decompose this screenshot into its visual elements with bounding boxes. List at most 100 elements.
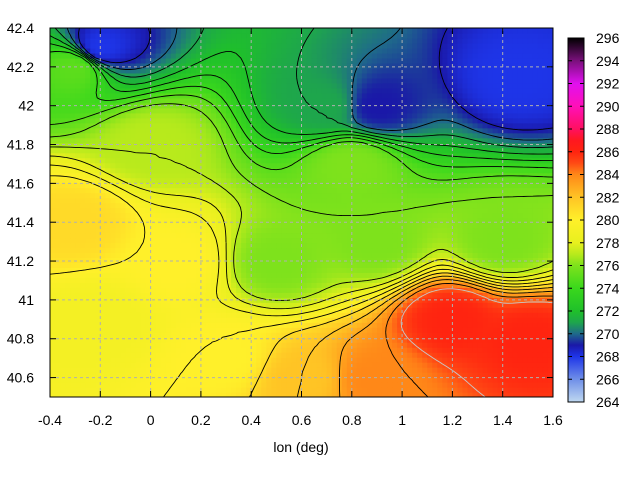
heatmap-cell [105, 367, 111, 373]
heatmap-cell [135, 257, 142, 263]
heatmap-cell [130, 362, 137, 368]
heatmap-cell [226, 342, 232, 348]
heatmap-cell [422, 222, 428, 229]
heatmap-cell [387, 182, 393, 189]
heatmap-cell [150, 332, 157, 338]
heatmap-cell [492, 167, 499, 174]
heatmap-cell [402, 347, 408, 353]
heatmap-cell [296, 367, 303, 373]
heatmap-cell [407, 297, 413, 303]
heatmap-cell [271, 212, 277, 219]
heatmap-cell [507, 257, 514, 263]
heatmap-cell [70, 317, 76, 323]
heatmap-cell [110, 167, 116, 174]
heatmap-cell [165, 292, 172, 298]
heatmap-cell [85, 392, 91, 397]
heatmap-cell [105, 247, 111, 253]
heatmap-cell [115, 342, 122, 348]
heatmap-cell [442, 212, 448, 219]
heatmap-cell [85, 212, 91, 219]
heatmap-cell [442, 182, 448, 189]
heatmap-cell [55, 357, 61, 363]
heatmap-cell [457, 182, 464, 189]
heatmap-cell [236, 162, 242, 169]
heatmap-cell [517, 292, 524, 298]
heatmap-cell [276, 182, 282, 189]
heatmap-cell [437, 322, 443, 328]
heatmap-cell [155, 372, 162, 378]
heatmap-cell [427, 237, 433, 244]
heatmap-cell [281, 252, 288, 258]
heatmap-cell [180, 292, 187, 298]
heatmap-cell [70, 327, 76, 333]
heatmap-cell [427, 282, 433, 288]
heatmap-cell [361, 267, 368, 273]
heatmap-cell [135, 157, 142, 164]
heatmap-cell [190, 322, 197, 328]
heatmap-cell [95, 357, 101, 363]
heatmap-cell [492, 367, 499, 373]
heatmap-cell [75, 272, 81, 278]
heatmap-cell [236, 362, 242, 368]
heatmap-cell [135, 382, 142, 388]
heatmap-cell [407, 327, 413, 333]
heatmap-cell [281, 202, 288, 209]
heatmap-cell [115, 232, 122, 239]
heatmap-cell [442, 357, 448, 363]
heatmap-cell [90, 207, 96, 214]
heatmap-cell [261, 307, 267, 313]
heatmap-cell [366, 207, 373, 214]
heatmap-cell [125, 217, 132, 224]
heatmap-cell [231, 282, 237, 288]
heatmap-cell [291, 167, 298, 174]
heatmap-cell [110, 177, 116, 184]
heatmap-cell [547, 292, 553, 298]
heatmap-cell [507, 217, 514, 224]
heatmap-cell [160, 287, 167, 293]
heatmap-cell [361, 307, 368, 313]
heatmap-cell [291, 262, 298, 268]
heatmap-cell [125, 212, 132, 219]
heatmap-cell [210, 192, 217, 199]
heatmap-cell [502, 382, 509, 388]
heatmap-cell [321, 237, 328, 244]
heatmap-cell [547, 352, 553, 358]
heatmap-cell [140, 352, 147, 358]
heatmap-cell [512, 242, 519, 249]
heatmap-cell [165, 212, 172, 219]
heatmap-cell [281, 227, 288, 234]
heatmap-cell [427, 172, 433, 179]
heatmap-cell [60, 342, 66, 348]
heatmap-cell [517, 162, 524, 169]
heatmap-cell [150, 292, 157, 298]
heatmap-cell [115, 227, 122, 234]
heatmap-cell [296, 182, 303, 189]
heatmap-cell [547, 237, 553, 244]
heatmap-cell [507, 232, 514, 239]
heatmap-cell [351, 362, 358, 368]
heatmap-cell [160, 162, 167, 169]
heatmap-cell [281, 192, 288, 199]
heatmap-cell [532, 377, 539, 383]
heatmap-cell [210, 207, 217, 214]
heatmap-cell [226, 232, 232, 239]
heatmap-cell [90, 382, 96, 388]
heatmap-cell [422, 197, 428, 204]
heatmap-cell [437, 247, 443, 253]
heatmap-cell [497, 247, 504, 253]
heatmap-cell [130, 292, 137, 298]
heatmap-cell [125, 367, 132, 373]
heatmap-cell [281, 237, 288, 244]
heatmap-cell [276, 337, 282, 343]
heatmap-cell [190, 212, 197, 219]
heatmap-cell [512, 232, 519, 239]
heatmap-cell [371, 387, 378, 393]
heatmap-cell [542, 167, 549, 174]
heatmap-cell [221, 192, 227, 199]
heatmap-cell [402, 172, 408, 179]
heatmap-cell [271, 327, 277, 333]
heatmap-cell [522, 237, 529, 244]
heatmap-cell [442, 242, 448, 249]
heatmap-cell [547, 162, 553, 169]
heatmap-cell [145, 327, 152, 333]
